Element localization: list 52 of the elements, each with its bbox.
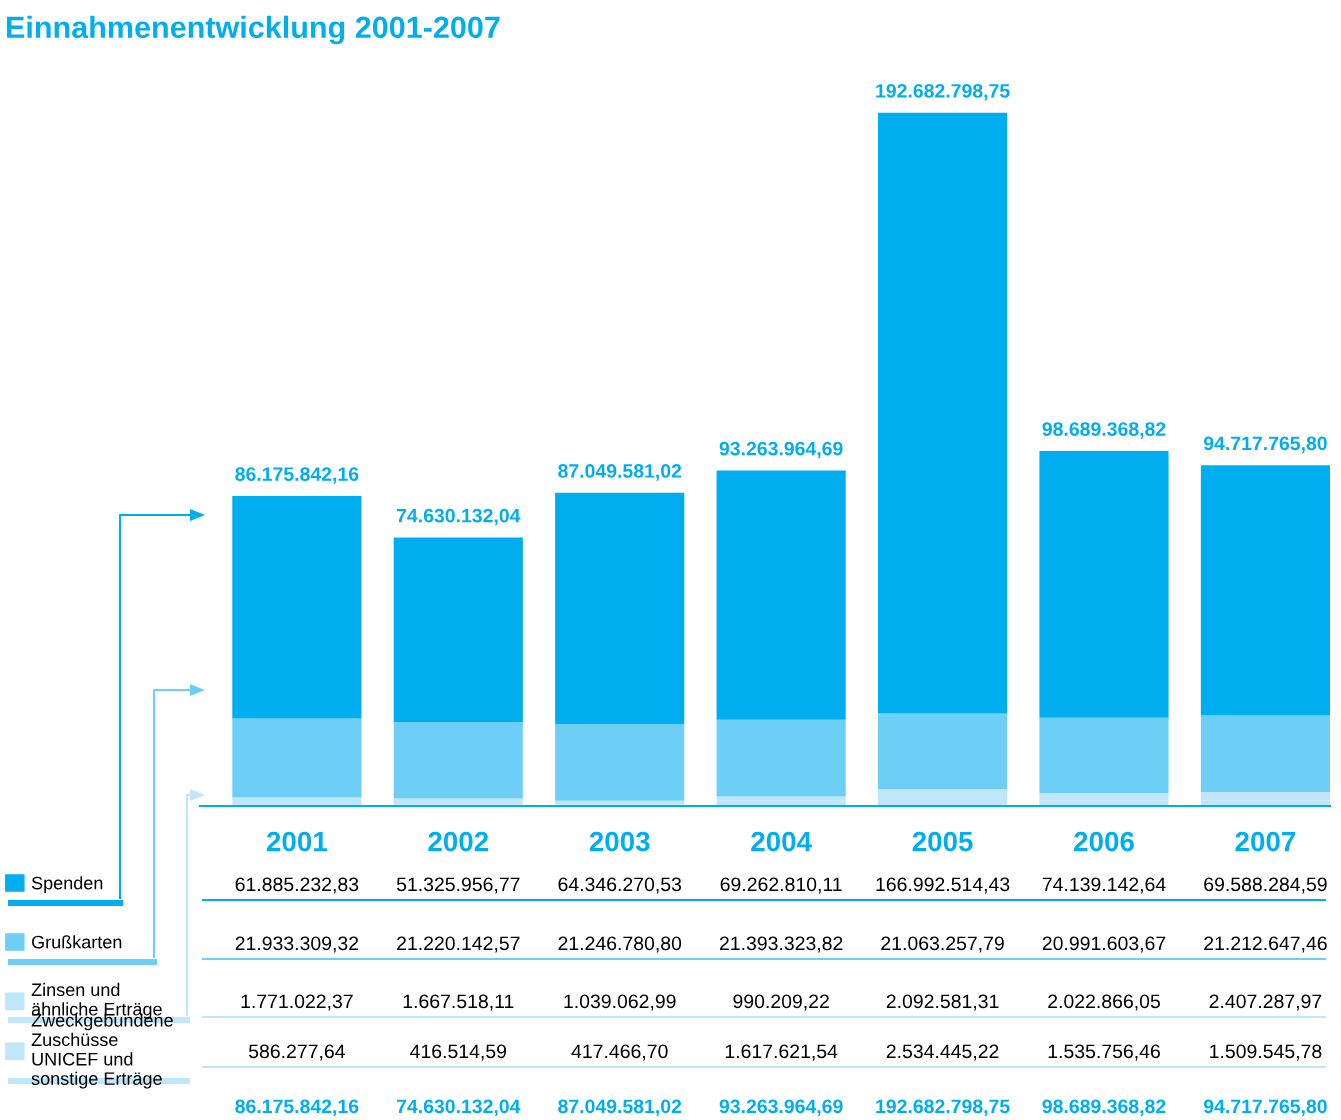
x-tick-label: 2002 (428, 831, 489, 852)
total-label: 74.630.132,04 (396, 508, 521, 526)
total-label: 98.689.368,82 (1042, 422, 1166, 439)
data-label: 1.509.545,78 (1210, 1044, 1322, 1061)
data-label: 61.885.232,83 (235, 877, 359, 894)
data-label: 2.092.581,31 (886, 994, 999, 1011)
text: 98.689.368,82 (1042, 1099, 1166, 1117)
x-tick-label: 2001 (266, 831, 327, 852)
data-label: 74.139.142,64 (1042, 877, 1166, 894)
data-label: 64.346.270,53 (558, 877, 682, 894)
text: 192.682.798,75 (876, 1099, 1010, 1117)
total-label: 192.682.798,75 (876, 83, 1010, 101)
text: 74.630.132,04 (396, 1099, 521, 1117)
data-label: 21.393.323,82 (719, 936, 843, 953)
total-label: 87.049.581,02 (558, 464, 682, 481)
data-label: 416.514,59 (410, 1044, 507, 1061)
data-label: 2.534.445,22 (886, 1044, 999, 1061)
data-label: 21.212.647,46 (1204, 936, 1327, 953)
data-label: 1.771.022,37 (241, 994, 353, 1011)
data-label: 69.588.284,59 (1204, 877, 1327, 894)
x-tick-label: 2006 (1074, 831, 1134, 852)
x-tick-label: 2007 (1235, 831, 1296, 852)
text: 93.263.964,69 (719, 1099, 843, 1117)
data-label: 586.277,64 (248, 1044, 345, 1061)
data-label: 2.407.287,97 (1209, 994, 1322, 1011)
data-label: 51.325.956,77 (396, 877, 520, 894)
data-label: 21.063.257,79 (881, 936, 1004, 953)
data-label: 2.022.866,05 (1048, 994, 1160, 1011)
data-label: 990.209,22 (733, 994, 829, 1011)
data-label: 1.039.062,99 (564, 994, 676, 1011)
text: 94.717.765,80 (1203, 1099, 1327, 1117)
legend-label: Spenden (31, 876, 103, 894)
total-label: 94.717.765,80 (1203, 436, 1327, 454)
data-label: 21.246.780,80 (558, 936, 682, 953)
text: 86.175.842,16 (235, 1099, 359, 1117)
data-label: 1.617.621,54 (725, 1044, 838, 1061)
data-label: 1.535.756,46 (1048, 1044, 1160, 1061)
data-label: 20.991.603,67 (1042, 936, 1166, 953)
data-label: 417.466,70 (571, 1044, 668, 1061)
data-label: 21.220.142,57 (397, 936, 520, 953)
x-tick-label: 2003 (589, 831, 650, 852)
data-label: 1.667.518,11 (403, 994, 514, 1011)
data-label: 166.992.514,43 (876, 877, 1010, 894)
data-label: 69.262.810,11 (720, 877, 842, 894)
legend-label: Grußkarten (31, 935, 122, 949)
total-label: 93.263.964,69 (719, 441, 843, 459)
x-tick-label: 2004 (751, 831, 812, 852)
x-tick-label: 2005 (912, 831, 973, 852)
total-label: 86.175.842,16 (235, 467, 359, 484)
data-label: 21.933.309,32 (235, 936, 359, 953)
text: 87.049.581,02 (558, 1099, 682, 1117)
chart-title: Einnahmenentwicklung 2001-2007 (7, 15, 500, 45)
